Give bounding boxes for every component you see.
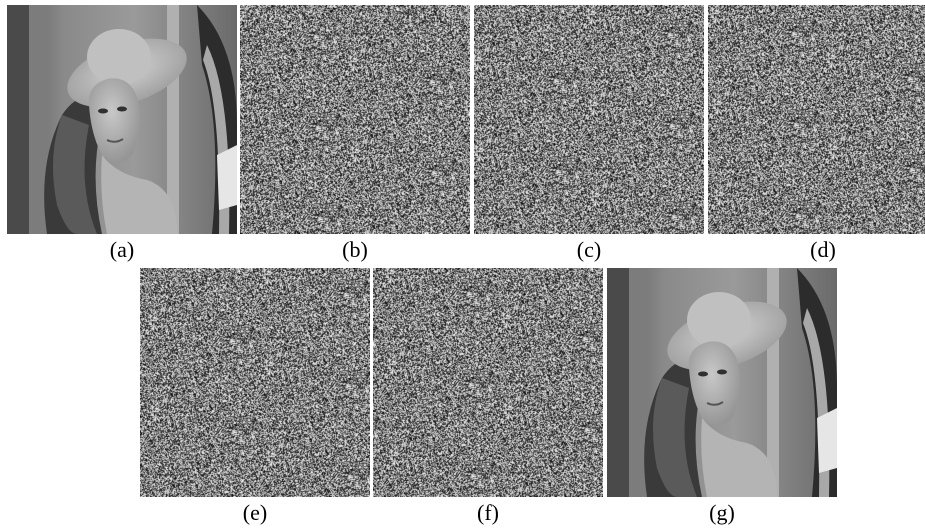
noise-image — [140, 268, 370, 497]
panel-label: (b) — [342, 237, 368, 262]
noise-image — [474, 5, 704, 234]
panel-g: (g) — [607, 268, 837, 528]
panel-label: (f) — [477, 500, 499, 525]
panel-label: (g) — [709, 500, 735, 525]
decrypted-image — [607, 268, 837, 497]
panel-label: (e) — [242, 500, 268, 525]
panel-f: (f) — [373, 268, 603, 528]
panel-b: (b) — [240, 5, 470, 265]
panel-e: (e) — [140, 268, 370, 528]
panel-c: (c) — [474, 5, 704, 265]
panel-label: (a) — [109, 237, 135, 262]
noise-image — [240, 5, 470, 234]
plain-image — [7, 5, 237, 234]
noise-image — [373, 268, 603, 497]
noise-image — [708, 5, 925, 234]
panel-label: (d) — [810, 237, 836, 262]
panel-d: (d) — [708, 5, 925, 265]
panel-label: (c) — [576, 237, 602, 262]
panel-a: (a) — [7, 5, 237, 265]
